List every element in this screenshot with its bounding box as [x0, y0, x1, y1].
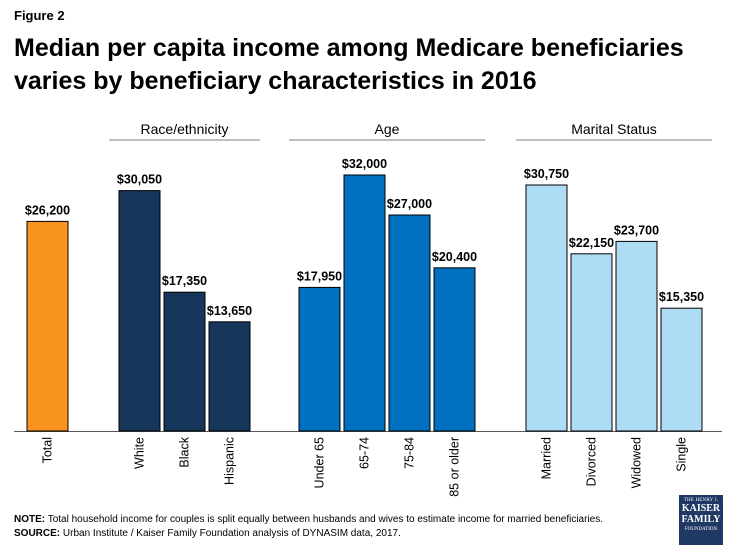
bar [388, 214, 431, 432]
data-label: $23,700 [614, 223, 659, 237]
source-text: Urban Institute / Kaiser Family Foundati… [60, 528, 401, 539]
data-label: $13,650 [207, 304, 252, 318]
category-label: Divorced [585, 437, 599, 486]
bar [343, 174, 386, 432]
bar [208, 321, 251, 432]
category-label: Black [178, 436, 192, 467]
category-label: Hispanic [223, 437, 237, 485]
category-label: Total [41, 437, 55, 463]
group-header: Race/ethnicity [141, 121, 229, 137]
logo-line4: FOUNDATION [684, 527, 718, 532]
bar [570, 253, 613, 432]
figure-label: Figure 2 [14, 8, 65, 23]
note-text: Total household income for couples is sp… [45, 514, 604, 525]
data-label: $26,200 [25, 203, 70, 217]
source-line: SOURCE: Urban Institute / Kaiser Family … [14, 527, 603, 541]
logo-line3: FAMILY [681, 514, 721, 525]
data-label: $30,750 [524, 167, 569, 181]
footnote: NOTE: Total household income for couples… [14, 513, 603, 541]
category-label: 75-84 [403, 437, 417, 469]
category-label: Under 65 [313, 437, 327, 488]
logo-line1: THE HENRY J. [683, 498, 719, 503]
note-label: NOTE: [14, 514, 46, 525]
logo-line2: KAISER [681, 503, 721, 514]
bar [615, 240, 658, 432]
data-label: $27,000 [387, 197, 432, 211]
data-label: $22,150 [569, 236, 614, 250]
category-label: Single [675, 437, 689, 472]
category-label: White [133, 437, 147, 469]
data-label: $20,400 [432, 250, 477, 264]
category-label: 65-74 [358, 437, 372, 469]
group-header: Age [375, 121, 400, 137]
bar [660, 307, 703, 432]
group-header: Marital Status [571, 121, 657, 137]
note-line: NOTE: Total household income for couples… [14, 513, 603, 527]
bar [525, 184, 568, 432]
chart-title: Median per capita income among Medicare … [14, 34, 684, 95]
category-label: Married [540, 437, 554, 479]
category-label: 85 or older [448, 437, 462, 497]
data-label: $17,950 [297, 269, 342, 283]
bar [433, 267, 476, 432]
source-label: SOURCE: [14, 528, 61, 539]
bar [163, 291, 206, 432]
category-label: Widowed [630, 437, 644, 488]
bar [26, 220, 69, 432]
data-label: $17,350 [162, 274, 207, 288]
bar [118, 190, 161, 432]
data-label: $30,050 [117, 173, 162, 187]
kff-logo: THE HENRY J. KAISER FAMILY FOUNDATION [679, 495, 723, 545]
data-label: $15,350 [659, 290, 704, 304]
bar [298, 286, 341, 432]
bar-chart: $26,200 Total Race/ethnicity $30,050 White $1… [14, 121, 722, 497]
data-label: $32,000 [342, 157, 387, 171]
